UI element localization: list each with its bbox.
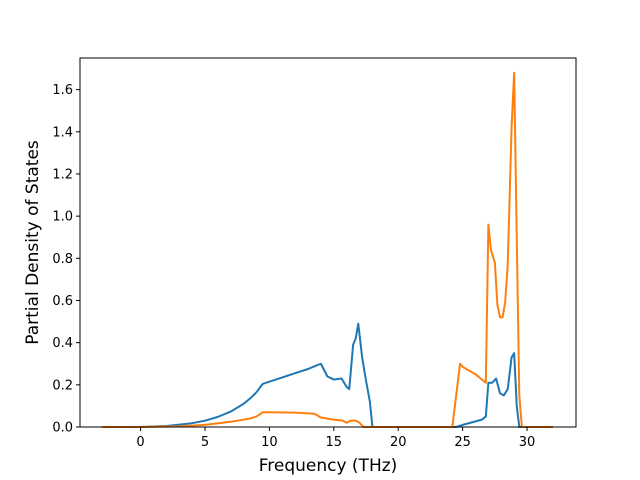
x-tick-label: 10: [261, 435, 278, 450]
y-tick-label: 1.6: [52, 83, 73, 98]
x-tick-label: 20: [390, 435, 407, 450]
y-axis: 0.0 0.2 0.4 0.6 0.8 1.0 1.2 1.4 1.6: [52, 83, 80, 436]
y-axis-title: Partial Density of States: [23, 140, 43, 345]
y-tick-label: 1.2: [52, 167, 73, 182]
series-line-1: [101, 322, 553, 428]
plot-frame: [79, 57, 577, 428]
y-tick-label: 0.2: [52, 378, 73, 393]
x-tick-label: 5: [201, 435, 209, 450]
y-tick-label: 1.0: [52, 210, 73, 225]
x-axis-title: Frequency (THz): [259, 456, 398, 476]
y-tick-label: 0.4: [52, 336, 73, 351]
y-tick-label: 0.6: [52, 294, 73, 309]
x-tick-label: 30: [519, 435, 536, 450]
y-tick-label: 1.4: [52, 125, 73, 140]
x-axis: 0 5 10 15 20 25 30: [136, 427, 535, 450]
y-tick-label: 0.0: [52, 421, 73, 436]
x-tick-label: 25: [454, 435, 471, 450]
x-tick-label: 0: [136, 435, 144, 450]
x-tick-label: 15: [326, 435, 343, 450]
y-tick-label: 0.8: [52, 252, 73, 267]
